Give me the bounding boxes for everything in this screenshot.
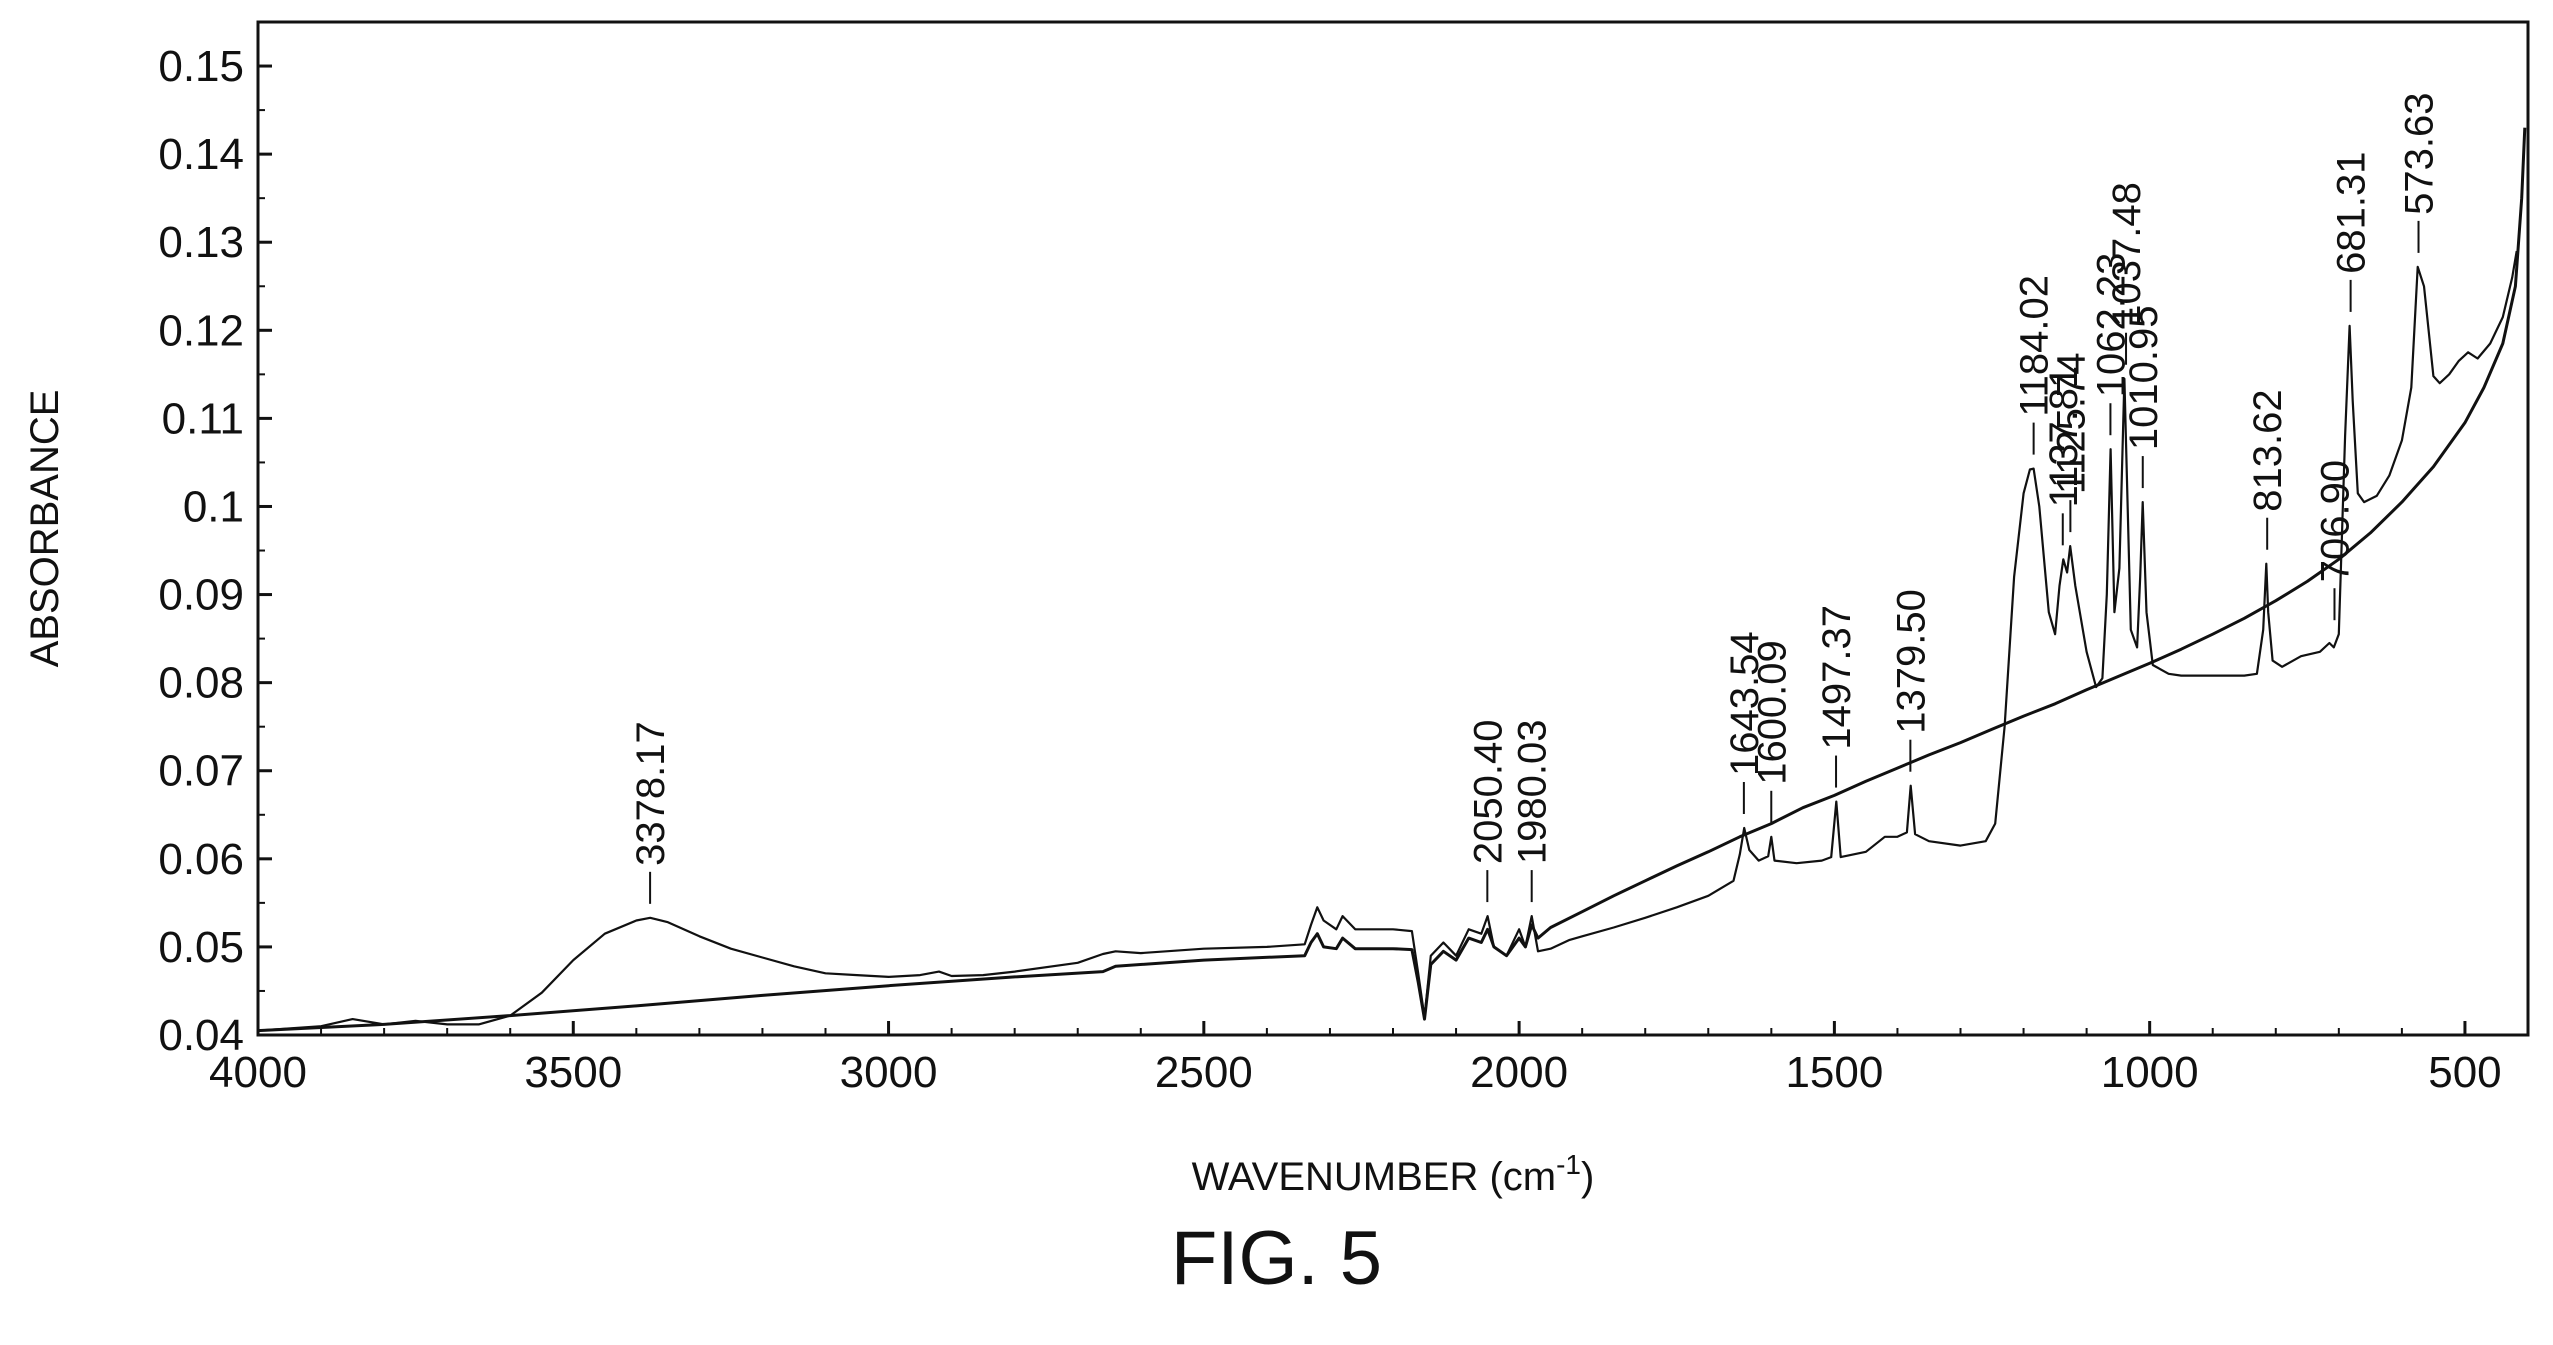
peak-label: 1062.23 [2089, 253, 2133, 398]
y-tick-label: 0.08 [158, 659, 244, 708]
figure-caption: FIG. 5 [1170, 1216, 1383, 1301]
y-tick-label: 0.14 [158, 130, 244, 179]
y-tick-label: 0.12 [158, 306, 244, 355]
x-tick-label: 3000 [840, 1048, 938, 1097]
peak-label: 1600.09 [1750, 640, 1794, 785]
peak-label: 1497.37 [1815, 605, 1859, 750]
x-axis-title: WAVENUMBER (cm-1) [1192, 1149, 1595, 1199]
y-tick-label: 0.13 [158, 218, 244, 267]
peak-label: 1010.95 [2122, 305, 2166, 450]
peak-label: 1125.74 [2049, 352, 2093, 494]
y-tick-label: 0.05 [158, 923, 244, 972]
x-tick-label: 500 [2428, 1048, 2501, 1097]
y-tick-label: 0.09 [158, 571, 244, 620]
x-tick-label: 3500 [524, 1048, 622, 1097]
spectrum-line-2 [257, 127, 2527, 1033]
peak-label: 1137.81 [2042, 366, 2086, 508]
y-axis-title: ABSORBANCE [23, 390, 67, 668]
y-tick-label: 0.1 [183, 482, 244, 531]
x-tick-label: 2500 [1155, 1048, 1253, 1097]
peak-label: 1037.48 [2105, 182, 2149, 327]
y-tick-label: 0.07 [158, 747, 244, 796]
y-tick-label: 0.06 [158, 835, 244, 884]
peak-label: 1184.02 [2013, 275, 2057, 417]
peak-label: 813.62 [2246, 389, 2290, 511]
x-tick-label: 1000 [2101, 1048, 2199, 1097]
peak-label: 1980.03 [1511, 719, 1555, 864]
y-tick-label: 0.15 [158, 42, 244, 91]
peak-label: 1643.54 [1723, 631, 1767, 776]
peak-label: 706.90 [2313, 460, 2357, 582]
peak-label: 3378.17 [629, 721, 673, 866]
peak-label: 681.31 [2330, 152, 2374, 274]
y-tick-label: 0.11 [162, 394, 244, 443]
x-tick-label: 4000 [209, 1048, 307, 1097]
peak-label: 1379.50 [1889, 589, 1933, 734]
peak-label: 2050.40 [1466, 719, 1510, 864]
x-tick-label: 2000 [1470, 1048, 1568, 1097]
spectrum-line-1 [257, 250, 2518, 1032]
plot-frame [256, 20, 2530, 1037]
peak-label: 573.63 [2398, 93, 2442, 215]
y-tick-label: 0.04 [158, 1011, 244, 1060]
x-tick-label: 1500 [1785, 1048, 1883, 1097]
